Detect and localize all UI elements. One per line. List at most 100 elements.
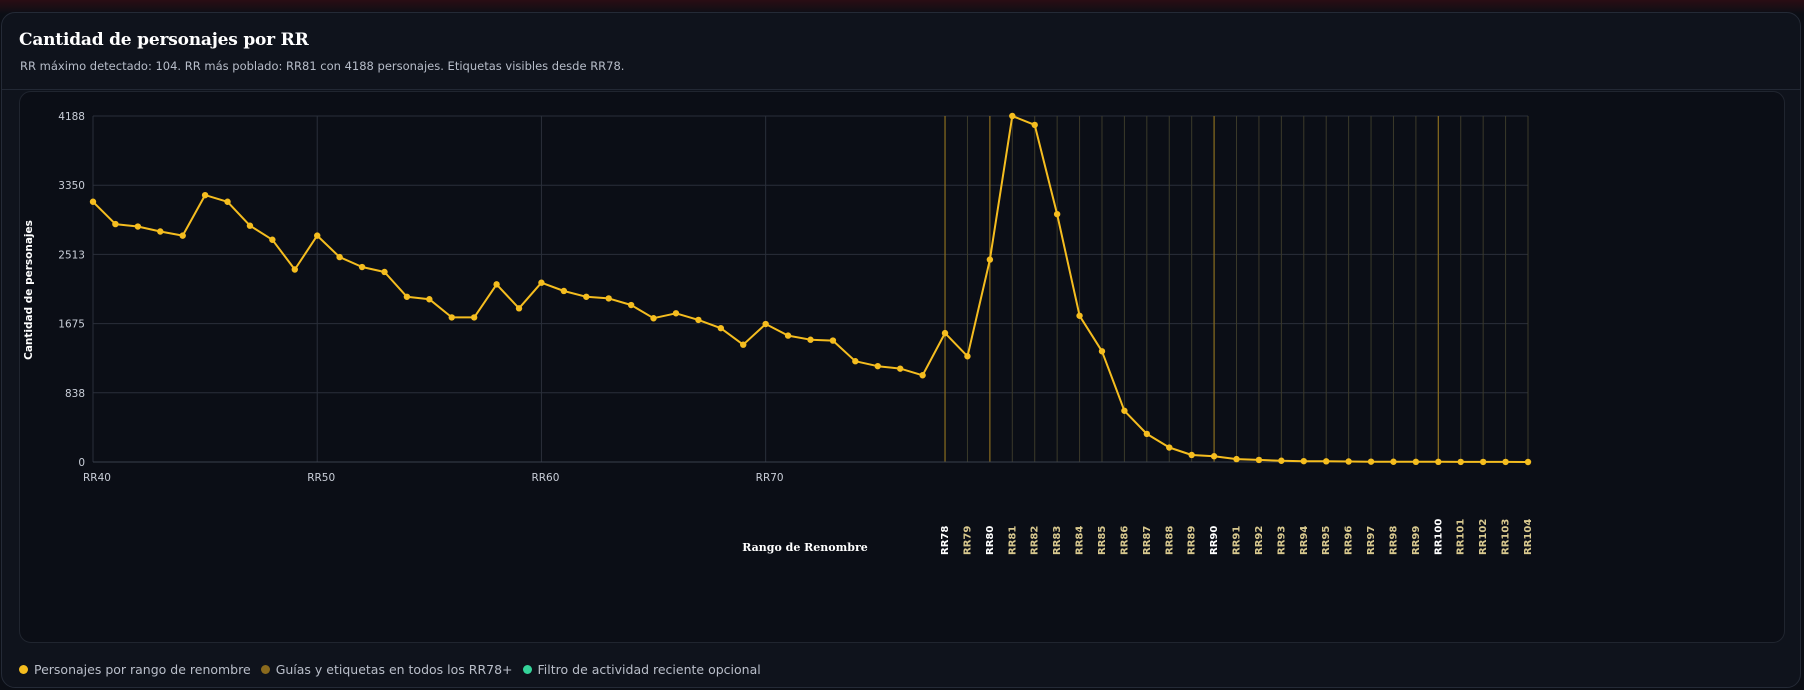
x-tick-label-rotated: RR94: [1299, 526, 1310, 555]
data-point: [112, 220, 119, 228]
data-point: [762, 320, 769, 328]
y-tick-label: 0: [78, 457, 85, 469]
data-point: [89, 198, 97, 205]
data-point: [201, 191, 209, 199]
page-subtitle: RR máximo detectado: 104. RR más poblado…: [20, 59, 625, 73]
data-point: [403, 293, 411, 300]
card-header: Cantidad de personajes por RR RR máximo …: [2, 13, 1800, 90]
data-point: [583, 293, 590, 300]
data-point: [1121, 407, 1128, 414]
legend: Personajes por rango de renombre Guías y…: [19, 662, 771, 677]
data-point: [1457, 458, 1464, 466]
data-point: [1412, 458, 1420, 466]
top-glow: [0, 0, 1804, 14]
data-point: [672, 310, 680, 317]
data-point: [784, 332, 792, 339]
legend-label-activity-filter: Filtro de actividad reciente opcional: [537, 662, 761, 677]
legend-item-guides[interactable]: Guías y etiquetas en todos los RR78+: [260, 662, 513, 677]
data-point: [381, 268, 388, 276]
x-tick-label-rotated: RR98: [1388, 526, 1399, 555]
data-point: [1367, 458, 1375, 465]
x-tick-label-rotated: RR103: [1501, 519, 1512, 555]
y-axis-title: Cantidad de personajes: [23, 220, 35, 360]
data-point: [134, 223, 142, 230]
x-tick-label-rotated: RR104: [1523, 519, 1534, 555]
x-tick-label-rotated: RR90: [1209, 526, 1220, 555]
data-point: [919, 372, 926, 379]
legend-dot-series: [19, 665, 28, 674]
x-tick-label-rotated: RR101: [1456, 519, 1467, 555]
legend-item-activity-filter[interactable]: Filtro de actividad reciente opcional: [522, 662, 761, 677]
x-tick-label-rotated: RR95: [1321, 526, 1332, 555]
series-line: [92, 115, 1529, 463]
data-point: [291, 266, 298, 273]
legend-dot-activity-filter: [522, 665, 532, 674]
x-tick-label-rotated: RR88: [1164, 526, 1175, 555]
y-tick-label: 4188: [58, 111, 85, 123]
data-point: [874, 362, 881, 370]
data-point: [1166, 444, 1173, 451]
x-tick-label-rotated: RR100: [1433, 519, 1444, 555]
data-point: [1255, 456, 1263, 464]
data-point: [1076, 312, 1083, 319]
data-point: [695, 316, 702, 324]
legend-dot-guides: [260, 665, 270, 674]
data-point: [1233, 455, 1240, 463]
data-point: [1210, 453, 1218, 460]
x-tick-label-rotated: RR102: [1478, 519, 1489, 555]
y-tick-label: 2513: [58, 249, 85, 261]
data-point: [1278, 457, 1285, 464]
data-point: [1435, 458, 1442, 466]
x-tick-label-rotated: RR93: [1276, 526, 1287, 555]
data-point: [336, 253, 343, 261]
data-point: [224, 198, 231, 205]
data-point: [426, 296, 433, 303]
data-point: [1323, 458, 1330, 465]
data-point: [179, 232, 186, 239]
legend-label-series: Personajes por rango de renombre: [34, 662, 251, 677]
x-tick-label-rotated: RR99: [1411, 526, 1422, 555]
data-point: [941, 329, 949, 337]
data-point: [1502, 458, 1509, 466]
x-tick-label: RR60: [531, 472, 559, 484]
data-point: [560, 287, 568, 295]
x-axis-title: Rango de Renombre: [742, 541, 868, 554]
legend-item-series[interactable]: Personajes por rango de renombre: [19, 662, 251, 677]
line-chart[interactable]: 0 838 1675 2513 3350 4188 RR40 RR50 RR60 RR70 RR78…: [20, 92, 1786, 644]
data-point: [448, 314, 455, 321]
x-tick-label-rotated: RR89: [1187, 526, 1198, 555]
page-title: Cantidad de personajes por RR: [19, 30, 309, 50]
data-point: [1345, 458, 1352, 465]
data-point: [627, 301, 635, 309]
y-tick-label: 3350: [58, 180, 85, 192]
data-point: [1188, 451, 1195, 459]
data-point: [358, 263, 366, 271]
data-point: [1390, 458, 1397, 465]
data-point: [538, 279, 545, 286]
x-tick-label: RR70: [756, 472, 784, 484]
x-tick-label-rotated: RR86: [1119, 526, 1130, 555]
data-point: [1098, 348, 1106, 355]
x-tick-label-rotated: RR79: [962, 526, 973, 555]
x-tick-label-rotated: RR84: [1075, 526, 1086, 555]
data-point: [157, 228, 164, 235]
data-point: [470, 314, 478, 321]
data-point: [740, 341, 747, 348]
x-tick-label-rotated: RR81: [1007, 526, 1018, 555]
data-point: [650, 315, 657, 322]
x-tick-label-rotated: RR92: [1254, 526, 1265, 555]
data-point: [1143, 430, 1151, 438]
data-point: [717, 324, 725, 332]
data-point: [314, 232, 321, 239]
x-tick-label: RR50: [307, 472, 335, 484]
x-tick-label-rotated: RR91: [1232, 526, 1243, 555]
x-tick-label-rotated: RR87: [1142, 526, 1153, 555]
data-point: [852, 358, 859, 365]
data-point: [493, 281, 500, 288]
data-point: [1300, 457, 1307, 465]
data-point: [829, 337, 837, 344]
y-tick-label: 1675: [58, 319, 85, 331]
data-point: [1031, 121, 1038, 129]
y-tick-label: 838: [65, 388, 85, 400]
x-tick-label-rotated: RR85: [1097, 526, 1108, 555]
